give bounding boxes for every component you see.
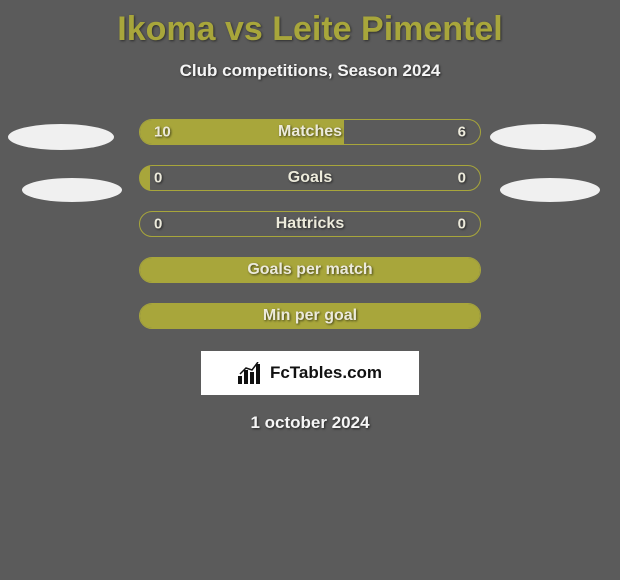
bar-left-value: 0 — [154, 170, 162, 187]
decorative-ellipse — [22, 178, 122, 202]
date-label: 1 october 2024 — [0, 413, 620, 433]
fctables-logo: FcTables.com — [201, 351, 419, 395]
page-title: Ikoma vs Leite Pimentel — [0, 0, 620, 49]
comparison-bars: 10 Matches 6 0 Goals 0 0 Hattricks 0 Goa… — [0, 119, 620, 329]
chart-bars-icon — [238, 362, 264, 384]
bar-left-value: 0 — [154, 216, 162, 233]
bar-label: Min per goal — [263, 307, 357, 325]
bar-right-value: 0 — [458, 216, 466, 233]
logo-text: FcTables.com — [270, 363, 382, 383]
bar-goals: 0 Goals 0 — [139, 165, 481, 191]
decorative-ellipse — [500, 178, 600, 202]
bar-right-value: 6 — [458, 124, 466, 141]
bar-matches: 10 Matches 6 — [139, 119, 481, 145]
bar-hattricks: 0 Hattricks 0 — [139, 211, 481, 237]
bar-min-per-goal: Min per goal — [139, 303, 481, 329]
decorative-ellipse — [490, 124, 596, 150]
subtitle: Club competitions, Season 2024 — [0, 61, 620, 81]
bar-right-value: 0 — [458, 170, 466, 187]
bar-label: Hattricks — [276, 215, 344, 233]
bar-label: Goals — [288, 169, 332, 187]
bar-left-value: 10 — [154, 124, 171, 141]
decorative-ellipse — [8, 124, 114, 150]
bar-label: Goals per match — [247, 261, 372, 279]
bar-label: Matches — [278, 123, 342, 141]
bar-fill — [140, 166, 150, 190]
bar-goals-per-match: Goals per match — [139, 257, 481, 283]
